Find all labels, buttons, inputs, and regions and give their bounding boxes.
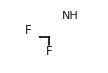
Text: F: F: [45, 45, 52, 58]
Text: F: F: [25, 24, 31, 37]
Text: NH: NH: [62, 11, 78, 21]
